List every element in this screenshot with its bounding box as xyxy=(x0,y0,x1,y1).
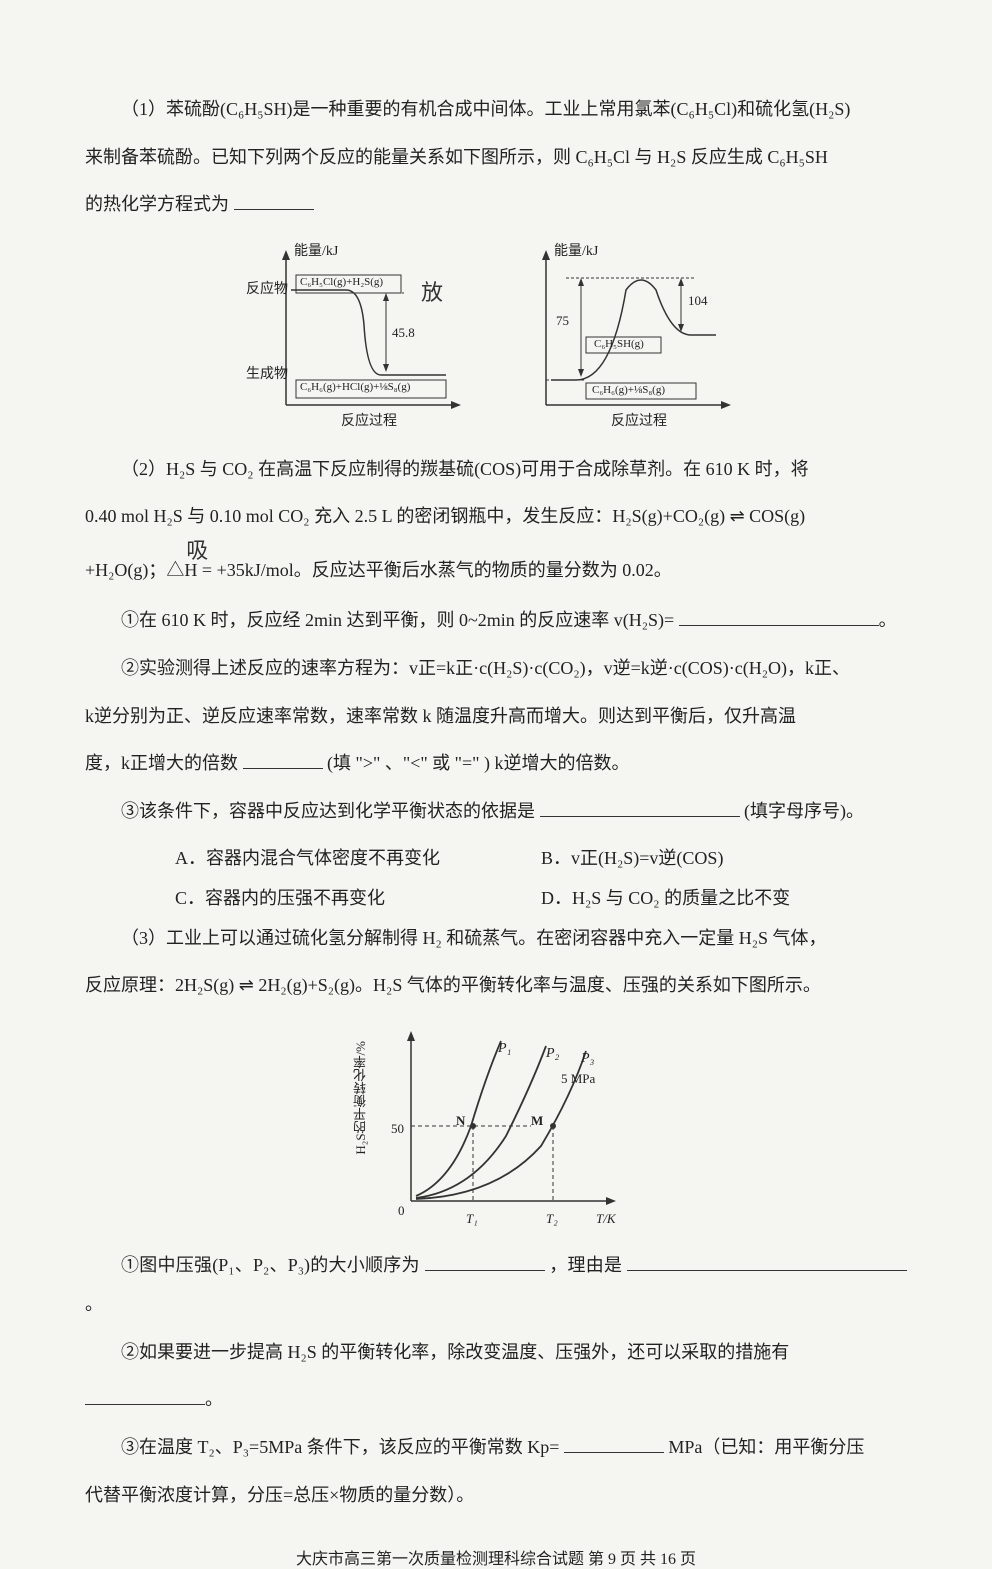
q1-line1: （1）苯硫酚(C₆H₅SH)是一种重要的有机合成中间体。工业上常用氯苯(C₆H₅… xyxy=(85,90,907,130)
chart-p3: P₃ xyxy=(581,1051,594,1067)
q3-sub1-mid: ，理由是 xyxy=(549,1255,622,1275)
q3-sub1-blank2 xyxy=(627,1253,907,1271)
q1-blank xyxy=(234,192,314,210)
q2-line3-text: +H₂O(g)；△H = +35kJ/mol。反应达平衡后水蒸气的物质的量分数为… xyxy=(85,560,672,580)
q2-sub2-l3-text: 度，k正增大的倍数 xyxy=(85,753,238,773)
q2-sub2-blank xyxy=(243,751,323,769)
q2-sub1: ①在 610 K 时，反应经 2min 达到平衡，则 0~2min 的反应速率 … xyxy=(85,601,907,641)
q2-options: A．容器内混合气体密度不再变化 B．v正(H₂S)=v逆(COS) C．容器内的… xyxy=(85,839,907,918)
q2-sub3-suffix: (填字母序号)。 xyxy=(744,801,864,821)
q2-sub1-text: ①在 610 K 时，反应经 2min 达到平衡，则 0~2min 的反应速率 … xyxy=(121,610,674,630)
q2-sub2-suffix: (填 ">" 、"<" 或 "=" ) k逆增大的倍数。 xyxy=(327,753,630,773)
d2-mid-formula: C₆H₅SH(g) xyxy=(594,338,644,350)
d1-top-formula: C₆H₅Cl(g)+H₂S(g) xyxy=(300,276,383,288)
chart-ylabel: H₂S的平衡转化率/% xyxy=(351,1041,370,1155)
q3-sub2-blank-line: 。 xyxy=(85,1380,907,1420)
d1-energy: 45.8 xyxy=(392,325,415,341)
opt-b: B．v正(H₂S)=v逆(COS) xyxy=(541,839,907,879)
q2-sub3-text: ③该条件下，容器中反应达到化学平衡状态的依据是 xyxy=(121,801,535,821)
q2-sub2-l2: k逆分别为正、逆反应速率常数，速率常数 k 随温度升高而增大。则达到平衡后，仅升… xyxy=(85,697,907,737)
q2-line1: （2）H₂S 与 CO₂ 在高温下反应制得的羰基硫(COS)可用于合成除草剂。在… xyxy=(85,450,907,490)
d1-ylabel: 能量/kJ xyxy=(294,240,338,260)
q3-sub1: ①图中压强(P₁、P₂、P₃)的大小顺序为 ，理由是 。 xyxy=(85,1246,907,1325)
d2-left-val: 75 xyxy=(556,313,569,329)
q3-sub1-prefix: ①图中压强(P₁、P₂、P₃)的大小顺序为 xyxy=(121,1255,420,1275)
diagram2: 能量/kJ 75 104 C₆H₅SH(g) C₆H₆(g)+⅛S₈(g) 反应… xyxy=(516,235,746,435)
chart-m: M xyxy=(531,1113,543,1129)
q1-line3: 的热化学方程式为 xyxy=(85,185,907,225)
d1-product: 生成物 xyxy=(246,363,288,383)
d2-bottom-formula: C₆H₆(g)+⅛S₈(g) xyxy=(592,384,665,396)
opt-d: D．H₂S 与 CO₂ 的质量之比不变 xyxy=(541,879,907,919)
d1-bottom-formula: C₆H₆(g)+HCl(g)+⅛S₈(g) xyxy=(300,381,410,393)
d2-xlabel: 反应过程 xyxy=(611,410,667,430)
diagram1: 能量/kJ 反应物 生成物 C₆H₅Cl(g)+H₂S(g) C₆H₆(g)+H… xyxy=(246,235,476,435)
d2-right-val: 104 xyxy=(688,293,708,309)
energy-diagrams: 能量/kJ 反应物 生成物 C₆H₅Cl(g)+H₂S(g) C₆H₆(g)+H… xyxy=(85,235,907,435)
q2-sub2-l3: 度，k正增大的倍数 (填 ">" 、"<" 或 "=" ) k逆增大的倍数。 xyxy=(85,744,907,784)
q3-sub3-l2: 代替平衡浓度计算，分压=总压×物质的量分数）。 xyxy=(85,1476,907,1516)
d1-reactant: 反应物 xyxy=(246,278,288,298)
opt-a: A．容器内混合气体密度不再变化 xyxy=(175,839,541,879)
q2-sub1-blank xyxy=(679,608,879,626)
q3-sub3: ③在温度 T₂、P₃=5MPa 条件下，该反应的平衡常数 Kp= MPa（已知：… xyxy=(85,1428,907,1468)
d2-ylabel: 能量/kJ xyxy=(554,240,598,260)
chart-t2: T₂ xyxy=(546,1211,558,1227)
q3-line1: （3）工业上可以通过硫化氢分解制得 H₂ 和硫蒸气。在密闭容器中充入一定量 H₂… xyxy=(85,919,907,959)
q3-sub3-prefix: ③在温度 T₂、P₃=5MPa 条件下，该反应的平衡常数 Kp= xyxy=(121,1437,559,1457)
chart-t1: T₁ xyxy=(466,1211,478,1227)
chart-p2: P₂ xyxy=(546,1046,559,1062)
page-footer: 大庆市高三第一次质量检测理科综合试题 第 9 页 共 16 页 xyxy=(85,1545,907,1569)
chart-origin: 0 xyxy=(398,1203,405,1219)
q3-sub2: ②如果要进一步提高 H₂S 的平衡转化率，除改变温度、压强外，还可以采取的措施有 xyxy=(85,1333,907,1373)
q3-sub3-mid: MPa（已知：用平衡分压 xyxy=(668,1437,864,1457)
d1-xlabel: 反应过程 xyxy=(341,410,397,430)
q2-line2: 0.40 mol H₂S 与 0.10 mol CO₂ 充入 2.5 L 的密闭… xyxy=(85,497,907,537)
q2-line3: +H₂O(g)；△H = +35kJ/mol。反应达平衡后水蒸气的物质的量分数为… xyxy=(85,545,907,593)
chart-p1: P₁ xyxy=(498,1041,511,1057)
conversion-chart: H₂S的平衡转化率/% 50 0 P₁ P₂ P₃ 5 MPa N M T₁ T… xyxy=(85,1016,907,1236)
q2-sub3-blank xyxy=(540,799,740,817)
q3-line2: 反应原理：2H₂S(g) ⇌ 2H₂(g)+S₂(g)。H₂S 气体的平衡转化率… xyxy=(85,966,907,1006)
chart-xlabel: T/K xyxy=(596,1211,616,1227)
q1-line2: 来制备苯硫酚。已知下列两个反应的能量关系如下图所示，则 C₆H₅Cl 与 H₂S… xyxy=(85,138,907,178)
chart-n: N xyxy=(456,1113,465,1129)
q1-line3-text: 的热化学方程式为 xyxy=(85,194,229,214)
chart-ytick: 50 xyxy=(391,1121,404,1137)
q3-sub3-blank xyxy=(564,1435,664,1453)
q3-sub1-blank1 xyxy=(425,1253,545,1271)
chart-p3val: 5 MPa xyxy=(561,1071,595,1087)
q2-sub3: ③该条件下，容器中反应达到化学平衡状态的依据是 (填字母序号)。 xyxy=(85,792,907,832)
opt-c: C．容器内的压强不再变化 xyxy=(175,879,541,919)
q2-sub2-l1: ②实验测得上述反应的速率方程为：v正=k正·c(H₂S)·c(CO₂)，v逆=k… xyxy=(85,649,907,689)
